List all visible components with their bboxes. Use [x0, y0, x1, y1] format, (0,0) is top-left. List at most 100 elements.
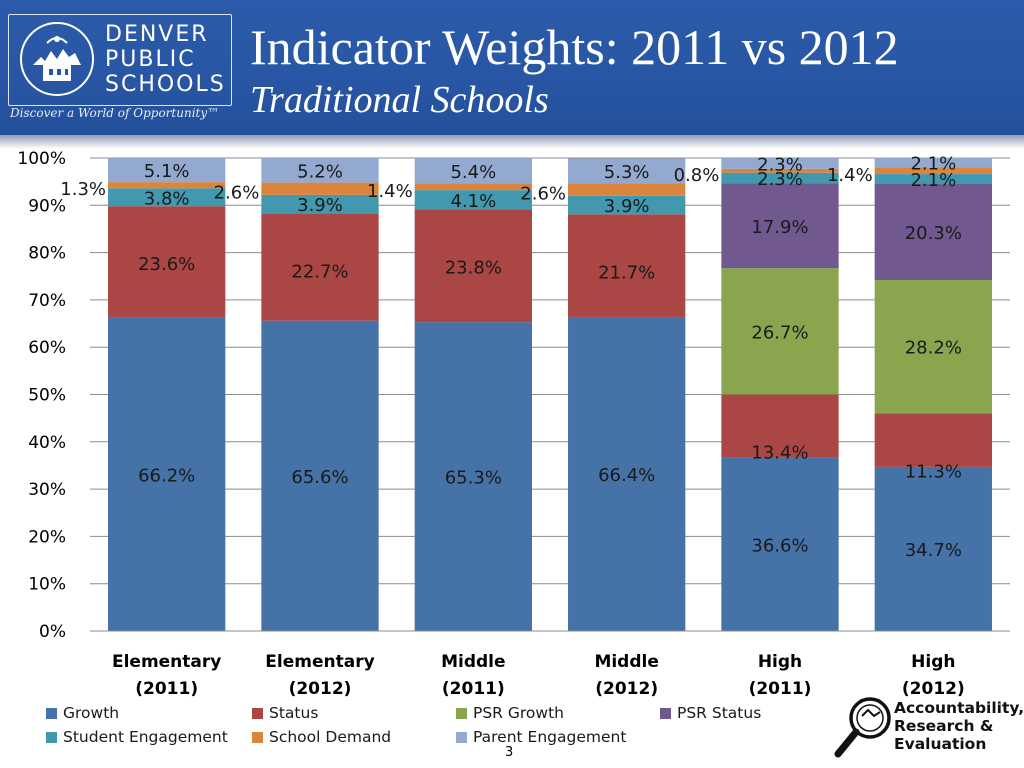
bar-segment: [414, 158, 532, 184]
data-label: 66.2%: [138, 465, 195, 486]
data-label: 2.6%: [214, 183, 260, 204]
data-label: 21.7%: [598, 262, 655, 283]
y-tick-label: 20%: [28, 527, 66, 547]
data-label: 5.3%: [604, 162, 650, 183]
data-label: 2.6%: [520, 184, 566, 205]
bar-segment: [261, 213, 379, 321]
data-label: 3.8%: [144, 188, 190, 209]
bar-segment: [721, 394, 839, 458]
legend-label: Student Engagement: [63, 728, 228, 746]
are-logo-line-3: Evaluation: [894, 735, 987, 753]
bar-segment: [568, 183, 686, 196]
y-tick-label: 50%: [28, 386, 66, 406]
x-tick-label: Middle (2012): [594, 652, 658, 699]
bar-segment: [261, 182, 379, 195]
bar-segment: [108, 182, 226, 189]
magnifier-icon: [834, 697, 891, 758]
y-tick-label: 30%: [28, 480, 66, 500]
header-shadow: [0, 135, 1024, 149]
legend-swatch: [252, 707, 263, 719]
data-label: 23.8%: [445, 258, 502, 279]
data-label: 3.9%: [604, 196, 650, 217]
chart-legend: Growth Status PSR Growth PSR Status Student …: [46, 704, 836, 754]
slide-header: DENVER PUBLIC SCHOOLS Discover a World o…: [0, 0, 1024, 135]
data-label: 2.3%: [757, 169, 803, 190]
bar-segment: [414, 322, 532, 631]
data-label: 11.3%: [905, 461, 962, 482]
data-label: 13.4%: [751, 443, 808, 464]
data-label: 3.9%: [297, 195, 343, 216]
data-label: 23.6%: [138, 254, 195, 275]
are-logo-line-2: Research &: [894, 717, 994, 735]
bar-segment: [874, 466, 992, 631]
bar-segment: [108, 158, 226, 183]
data-label: 26.7%: [751, 322, 808, 343]
legend-item: PSR Growth: [456, 704, 564, 722]
y-tick-label: 70%: [28, 291, 66, 311]
x-tick-label: Elementary (2012): [265, 652, 374, 699]
bar-segment: [874, 184, 992, 281]
bar-segment: [874, 413, 992, 467]
bar-segment: [874, 280, 992, 414]
data-label: 65.3%: [445, 468, 502, 489]
bar-segment: [414, 209, 532, 323]
data-label: 20.3%: [905, 223, 962, 244]
bar-segment: [568, 158, 686, 184]
legend-item: PSR Status: [660, 704, 761, 722]
bar-segment: [108, 206, 226, 318]
legend-item: School Demand: [252, 728, 391, 746]
bar-segment: [568, 214, 686, 317]
data-label: 2.1%: [910, 153, 956, 174]
data-label: 28.2%: [905, 338, 962, 359]
legend-swatch: [660, 707, 671, 719]
legend-label: PSR Status: [677, 704, 762, 722]
bar-segment: [414, 183, 532, 191]
x-tick-label: Middle (2011): [441, 652, 505, 699]
data-label: 5.4%: [450, 162, 496, 183]
bar-segment: [721, 457, 839, 631]
legend-label: School Demand: [269, 728, 392, 746]
legend-item: Parent Engagement: [456, 728, 626, 746]
y-tick-label: 60%: [28, 338, 66, 358]
data-label: 66.4%: [598, 465, 655, 486]
bar-segment: [874, 167, 992, 175]
are-logo: Accountability, Research & Evaluation: [834, 694, 1024, 760]
logo-line-2: PUBLIC: [105, 47, 196, 72]
bar-segment: [261, 158, 379, 183]
y-tick-label: 10%: [28, 575, 66, 595]
slide-subtitle: Traditional Schools: [250, 79, 549, 121]
x-tick-label: High (2011): [749, 652, 812, 699]
bar-segment: [721, 172, 839, 184]
legend-item: Student Engagement: [46, 728, 228, 746]
bar-segment: [568, 316, 686, 631]
x-tick-label: High (2012): [902, 652, 965, 699]
data-label: 5.2%: [297, 161, 343, 182]
legend-item: Growth: [46, 704, 119, 722]
data-label: 34.7%: [905, 540, 962, 561]
data-label: 1.4%: [827, 165, 873, 186]
y-tick-label: 40%: [28, 433, 66, 453]
dps-logo: DENVER PUBLIC SCHOOLS: [8, 14, 232, 106]
data-label: 1.3%: [60, 179, 106, 200]
bar-segment: [874, 157, 992, 168]
data-label: 4.1%: [450, 191, 496, 212]
y-tick-label: 80%: [28, 244, 66, 264]
legend-label: Status: [269, 704, 319, 722]
data-label: 5.1%: [144, 161, 190, 182]
logo-tagline: Discover a World of Opportunity™: [10, 106, 220, 120]
data-label: 0.8%: [674, 165, 720, 186]
are-logo-line-1: Accountability,: [894, 699, 1024, 717]
legend-label: Growth: [63, 704, 120, 722]
bar-segment: [108, 188, 226, 207]
bar-segment: [108, 317, 226, 631]
data-label: 2.3%: [757, 154, 803, 175]
legend-label: PSR Growth: [473, 704, 564, 722]
data-label: 1.4%: [367, 181, 413, 202]
bar-segment: [721, 183, 839, 269]
data-label: 22.7%: [291, 261, 348, 282]
bar-segment: [874, 174, 992, 185]
bar-segment: [721, 268, 839, 395]
bar-segment: [414, 190, 532, 210]
slide-title: Indicator Weights: 2011 vs 2012: [250, 19, 899, 75]
data-label: 17.9%: [751, 217, 808, 238]
